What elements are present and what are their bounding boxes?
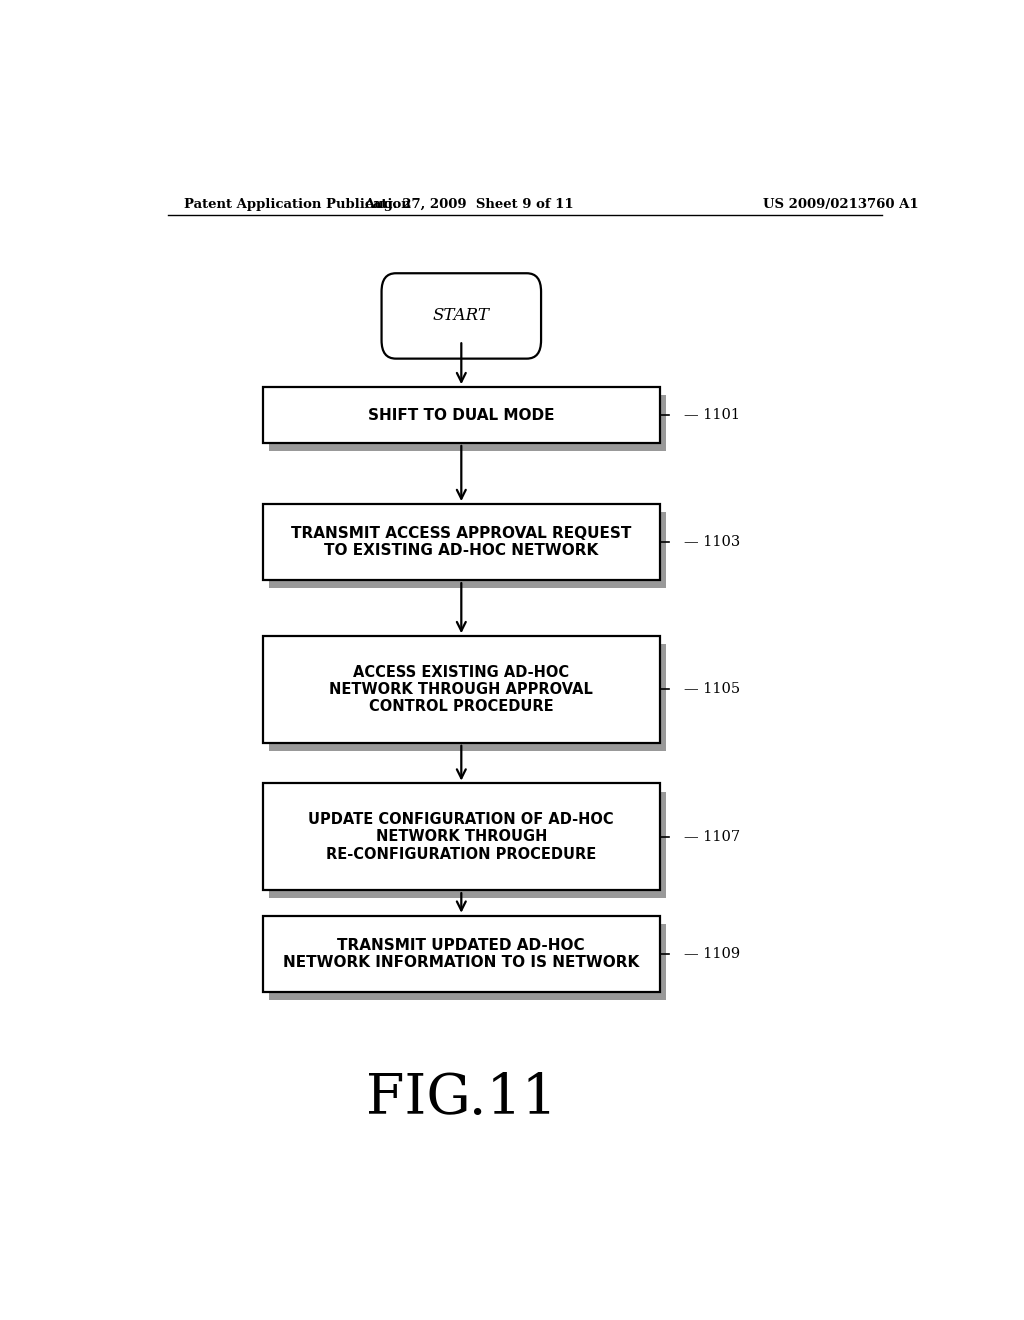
Text: — 1105: — 1105 <box>684 682 739 697</box>
Text: US 2009/0213760 A1: US 2009/0213760 A1 <box>763 198 919 211</box>
Bar <box>269 644 666 751</box>
Bar <box>263 916 659 991</box>
Text: — 1103: — 1103 <box>684 535 739 549</box>
Text: — 1109: — 1109 <box>684 946 739 961</box>
Text: Aug. 27, 2009  Sheet 9 of 11: Aug. 27, 2009 Sheet 9 of 11 <box>365 198 574 211</box>
Text: TRANSMIT UPDATED AD-HOC
NETWORK INFORMATION TO IS NETWORK: TRANSMIT UPDATED AD-HOC NETWORK INFORMAT… <box>284 937 639 970</box>
Text: START: START <box>433 308 489 325</box>
Bar <box>263 504 659 581</box>
Text: Patent Application Publication: Patent Application Publication <box>183 198 411 211</box>
Bar <box>263 784 659 890</box>
Text: UPDATE CONFIGURATION OF AD-HOC
NETWORK THROUGH
RE-CONFIGURATION PROCEDURE: UPDATE CONFIGURATION OF AD-HOC NETWORK T… <box>308 812 614 862</box>
Text: SHIFT TO DUAL MODE: SHIFT TO DUAL MODE <box>368 408 555 422</box>
Bar <box>263 387 659 444</box>
Text: — 1101: — 1101 <box>684 408 739 422</box>
Bar <box>269 395 666 451</box>
Text: FIG.11: FIG.11 <box>366 1072 557 1126</box>
Bar <box>269 924 666 1001</box>
Bar <box>269 792 666 899</box>
Text: TRANSMIT ACCESS APPROVAL REQUEST
TO EXISTING AD-HOC NETWORK: TRANSMIT ACCESS APPROVAL REQUEST TO EXIS… <box>291 525 632 558</box>
Text: — 1107: — 1107 <box>684 830 739 843</box>
Bar <box>269 512 666 589</box>
FancyBboxPatch shape <box>382 273 541 359</box>
Text: ACCESS EXISTING AD-HOC
NETWORK THROUGH APPROVAL
CONTROL PROCEDURE: ACCESS EXISTING AD-HOC NETWORK THROUGH A… <box>330 664 593 714</box>
Bar <box>263 636 659 743</box>
